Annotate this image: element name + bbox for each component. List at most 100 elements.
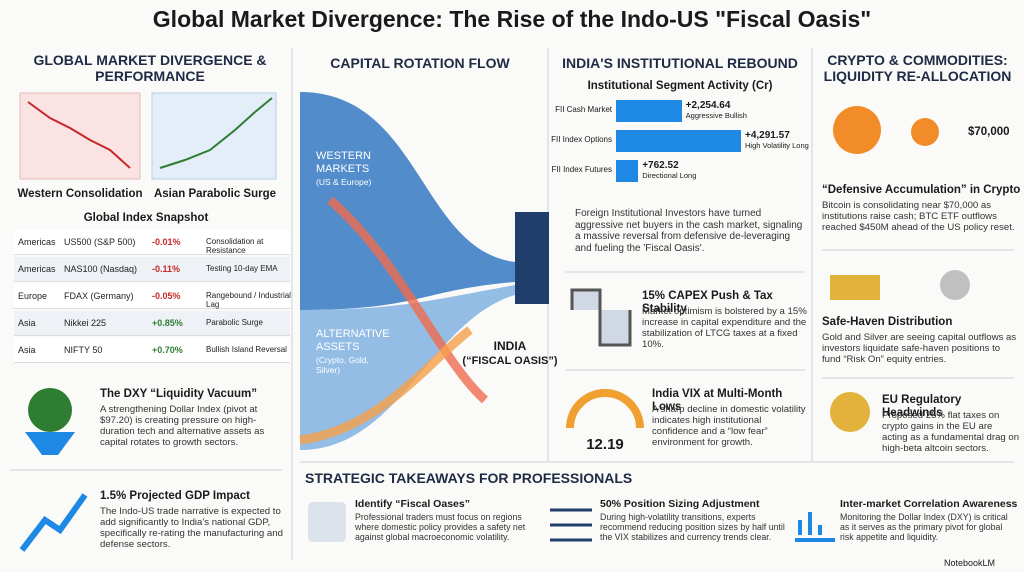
india-sublabel: (“FISCAL OASIS”): [462, 355, 558, 367]
flow-sublabel: (Crypto, Gold, Silver): [316, 355, 369, 375]
bar-note: Aggressive Bullish: [685, 111, 747, 120]
table-cell: +0.85%: [152, 318, 183, 328]
block-text: A strengthening Dollar Index (pivot at $…: [100, 404, 265, 449]
table-cell: Parabolic Surge: [206, 318, 263, 327]
block-text: Foreign Institutional Investors have tur…: [575, 208, 803, 254]
table-row: Americas US500 (S&P 500) -0.01% Consolidati…: [14, 230, 290, 255]
table-cell: Asia: [18, 345, 36, 355]
value-label: +2,254.64: [685, 100, 731, 111]
table-title: Global Index Snapshot: [83, 212, 209, 224]
dividers: [10, 48, 1014, 560]
outflow-arrow-2: [299, 326, 473, 445]
block-title: Safe-Haven Distribution: [822, 316, 953, 328]
takeaway-icon-3: [795, 512, 835, 542]
chart-label: Asian Parabolic Surge: [153, 188, 277, 200]
table-cell: Asia: [18, 318, 36, 328]
capex-icon: [570, 288, 632, 347]
table-cell: Americas: [18, 264, 56, 274]
india-label: INDIA: [493, 339, 527, 353]
block-text: Market optimism is bolstered by a 15% in…: [642, 306, 807, 351]
eu-icon: [830, 392, 870, 432]
category-label: FII Index Futures: [551, 165, 612, 174]
table-row: Asia Nikkei 225 +0.85% Parabolic Surge: [14, 311, 290, 336]
table-row: Asia NIFTY 50 +0.70% Bullish Island Reversa…: [14, 338, 290, 363]
india-door: [515, 212, 549, 304]
chart-label: Western Consolidation: [17, 188, 143, 200]
table-cell: Bullish Island Reversal: [206, 345, 287, 354]
silver-icon: [940, 270, 970, 300]
block-title: India VIX at Multi-Month Lows: [652, 388, 783, 414]
western-chart-icon: [19, 92, 141, 180]
table-cell: Consolidation at Resistance: [206, 237, 264, 255]
block-text: The Indo-US trade narrative is expected …: [100, 506, 283, 551]
takeaway-text: Professional traders must focus on regio…: [355, 512, 526, 543]
flow-label: ALTERNATIVE ASSETS: [316, 328, 390, 353]
alternative-flow: [300, 285, 515, 450]
section-heading: CAPITAL ROTATION FLOW: [330, 55, 510, 71]
table-cell: +0.70%: [152, 345, 183, 355]
block-title: EU Regulatory Headwinds: [882, 394, 962, 420]
table-cell: -0.01%: [152, 237, 181, 247]
takeaway-icon-1: [308, 502, 346, 542]
btc-coin-small: [911, 118, 939, 146]
takeaway-icon-2: [550, 508, 592, 542]
block-title: The DXY “Liquidity Vacuum”: [100, 388, 257, 400]
table-cell: -0.11%: [152, 264, 181, 274]
gdp-icon: [19, 493, 88, 552]
category-label: FII Index Options: [551, 135, 612, 144]
takeaway-title: Inter-market Correlation Awareness: [840, 498, 1018, 510]
table-cell: Rangebound / Industrial Lag: [206, 291, 291, 309]
takeaway-text: Monitoring the Dollar Index (DXY) is cri…: [840, 512, 1008, 543]
table-row: Americas NAS100 (Nasdaq) -0.11% Testing 10-…: [14, 257, 290, 282]
btc-coin: [833, 106, 881, 154]
block-text: Gold and Silver are seeing capital outfl…: [822, 332, 1017, 366]
brand: NotebookLM: [944, 558, 996, 568]
takeaway-title: 50% Position Sizing Adjustment: [600, 498, 760, 510]
dxy-funnel: [25, 432, 75, 455]
category-label: FII Cash Market: [555, 105, 612, 114]
block-text: A sharp decline in domestic volatility i…: [652, 404, 806, 449]
outflow-arrow: [327, 196, 489, 404]
western-flow: [300, 92, 515, 310]
table-cell: Testing 10-day EMA: [206, 264, 278, 273]
block-title: 1.5% Projected GDP Impact: [100, 490, 250, 502]
gold-icon: [830, 275, 880, 300]
section-heading: CRYPTO & COMMODITIES: LIQUIDITY RE-ALLOC…: [823, 52, 1012, 85]
btc-price: $70,000: [968, 126, 1010, 138]
asian-chart-icon: [151, 92, 277, 180]
block-title: “Defensive Accumulation” in Crypto: [822, 184, 1021, 196]
table-cell: US500 (S&P 500): [64, 237, 136, 247]
table-cell: Europe: [18, 291, 48, 301]
value-label: +762.52: [642, 160, 679, 171]
vix-gauge: [566, 389, 644, 429]
bar: [616, 100, 682, 122]
table-cell: Nikkei 225: [64, 318, 107, 328]
table-cell: Americas: [18, 237, 56, 247]
vix-value: 12.19: [586, 436, 624, 453]
takeaway-title: Identify “Fiscal Oases”: [355, 498, 470, 510]
bar-note: Directional Long: [642, 171, 697, 180]
section-heading: INDIA'S INSTITUTIONAL REBOUND: [562, 55, 798, 71]
table-row: Europe FDAX (Germany) -0.05% Rangebound / I…: [14, 284, 291, 309]
value-label: +4,291.57: [745, 130, 790, 141]
table-cell: NIFTY 50: [64, 345, 103, 355]
page-title: Global Market Divergence: The Rise of th…: [152, 6, 872, 32]
table-cell: NAS100 (Nasdaq): [64, 264, 138, 274]
bar-note: High Volatility Long: [745, 141, 809, 150]
flow-label: WESTERN MARKETS: [316, 150, 371, 175]
western-trend: [27, 101, 131, 169]
bar: [616, 130, 741, 152]
block-text: Bitcoin is consolidating near $70,000 as…: [822, 200, 1015, 234]
table-cell: -0.05%: [152, 291, 181, 301]
section-heading: GLOBAL MARKET DIVERGENCE & PERFORMANCE: [33, 52, 267, 85]
chart-title: Institutional Segment Activity (Cr): [587, 80, 773, 92]
section-heading: STRATEGIC TAKEAWAYS FOR PROFESSIONALS: [305, 470, 633, 486]
takeaway-text: During high-volatility transitions, expe…: [600, 512, 785, 543]
table-cell: FDAX (Germany): [64, 291, 134, 301]
flow-sublabel: (US & Europe): [316, 177, 372, 187]
bar: [616, 160, 639, 182]
block-title: 15% CAPEX Push & Tax Stability: [642, 290, 773, 316]
block-text: Proposed 25% flat taxes on crypto gains …: [882, 410, 1020, 455]
